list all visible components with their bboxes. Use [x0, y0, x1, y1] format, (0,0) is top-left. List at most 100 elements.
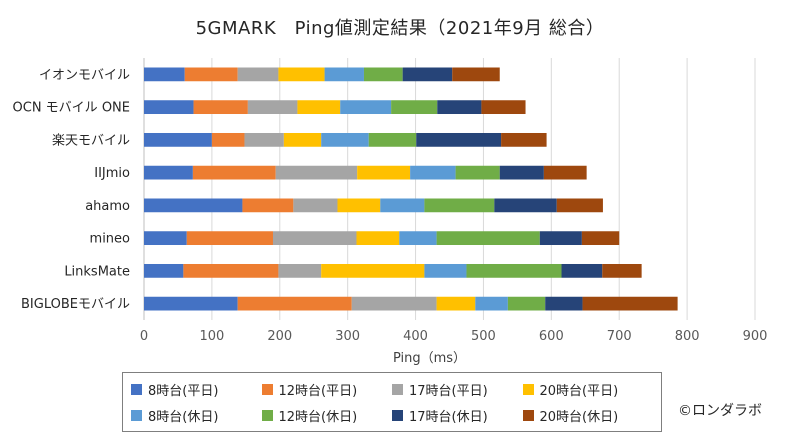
bar-segment	[475, 296, 508, 311]
bar-segment	[582, 296, 678, 311]
legend: 8時台(平日) 12時台(平日) 17時台(平日) 20時台(平日) 8時台(休日) 12…	[122, 372, 662, 432]
bar-segment	[144, 198, 243, 213]
legend-item: 17時台(休日)	[392, 402, 523, 428]
bar-segment	[391, 100, 438, 115]
bar-segment	[539, 231, 582, 246]
bar-segment	[186, 231, 273, 246]
category-label: ahamo	[85, 199, 130, 214]
bar-segment	[272, 231, 357, 246]
bar-segment	[363, 67, 403, 82]
category-label: OCN モバイル ONE	[13, 101, 130, 116]
bar-segment	[184, 67, 238, 82]
bar-segment	[416, 132, 502, 147]
bar-segment	[244, 132, 284, 147]
chart-svg: 0 100 200 300 400 500 600 700 800 900 Ping（ms） イオンモ…	[13, 58, 768, 366]
legend-label: 8時台(平日)	[148, 383, 219, 399]
x-tick-label: 400	[403, 329, 428, 344]
legend-swatch	[522, 409, 534, 421]
bar-segment	[144, 296, 238, 311]
bar-segment	[337, 198, 381, 213]
bar-segment	[399, 231, 437, 246]
bar-segment	[424, 198, 495, 213]
x-tick-label: 200	[267, 329, 292, 344]
bar-segment	[380, 198, 425, 213]
bar-segment	[324, 67, 364, 82]
bar-segment	[452, 67, 500, 82]
legend-label: 17時台(休日)	[409, 409, 488, 425]
bar-segment	[356, 231, 400, 246]
legend-item: 12時台(休日)	[261, 402, 393, 428]
bar-segment	[211, 132, 245, 147]
bar-segment	[144, 132, 212, 147]
legend-item: 12時台(平日)	[261, 376, 393, 402]
x-tick-label: 800	[675, 329, 700, 344]
bar-segment	[602, 263, 642, 278]
legend-swatch	[392, 383, 403, 395]
x-tick-label: 500	[471, 329, 496, 344]
category-label: LinksMate	[64, 264, 130, 279]
bar-segment	[192, 165, 276, 180]
bar-segment	[351, 296, 437, 311]
bar-segment	[144, 165, 193, 180]
category-label: 楽天モバイル	[52, 132, 130, 148]
bar-segment	[144, 100, 194, 115]
legend-swatch	[131, 409, 142, 421]
x-tick-label: 300	[335, 329, 360, 344]
legend-label: 8時台(休日)	[148, 409, 219, 425]
bar-segment	[297, 100, 341, 115]
bar-segment	[340, 100, 392, 115]
legend-item: 8時台(休日)	[131, 402, 262, 428]
category-label: mineo	[90, 232, 131, 247]
bar-segment	[368, 132, 417, 147]
category-label: BIGLOBEモバイル	[21, 297, 130, 312]
x-axis-label: Ping（ms）	[393, 351, 466, 366]
bar-segment	[293, 198, 338, 213]
legend-item: 8時台(平日)	[131, 376, 262, 402]
legend-label: 17時台(平日)	[409, 383, 488, 399]
legend-label: 20時台(休日)	[539, 409, 619, 425]
bar-segment	[402, 67, 453, 82]
bar-segment	[494, 198, 557, 213]
bar-segment	[481, 100, 526, 115]
bar-segment	[242, 198, 294, 213]
bar-segment	[278, 263, 322, 278]
bar-segment	[278, 67, 325, 82]
bar-segment	[237, 67, 279, 82]
x-tick-label: 100	[199, 329, 224, 344]
legend-item: 17時台(平日)	[392, 376, 523, 402]
bar-segment	[144, 263, 184, 278]
legend-item: 20時台(休日)	[522, 402, 654, 428]
legend-swatch	[261, 383, 273, 395]
bar-segment	[275, 165, 358, 180]
bar-segment	[561, 263, 603, 278]
x-tick-label: 600	[539, 329, 564, 344]
category-label: IIJmio	[94, 166, 130, 181]
bar-segment	[581, 231, 620, 246]
bar-segment	[424, 263, 467, 278]
bar-segment	[357, 165, 411, 180]
bar-segment	[455, 165, 500, 180]
bar-segment	[144, 67, 185, 82]
bar-segment	[321, 263, 425, 278]
bar-segment	[543, 165, 587, 180]
category-label: イオンモバイル	[39, 68, 130, 83]
x-tick-label: 900	[743, 329, 768, 344]
bar-segment	[501, 132, 547, 147]
bar-segment	[410, 165, 456, 180]
bar-segment	[321, 132, 369, 147]
legend-item: 20時台(平日)	[522, 376, 654, 402]
legend-swatch	[261, 409, 273, 421]
legend-swatch	[131, 383, 142, 395]
legend-swatch	[522, 383, 534, 395]
bar-segment	[183, 263, 279, 278]
bar-segment	[436, 296, 476, 311]
credit-text: ©ロンダラボ	[678, 403, 762, 419]
bar-segment	[193, 100, 248, 115]
bar-segment	[466, 263, 562, 278]
legend-label: 20時台(平日)	[539, 383, 619, 399]
bar-segment	[545, 296, 583, 311]
bar-segment	[247, 100, 298, 115]
bar-segment	[237, 296, 352, 311]
bar-segment	[144, 231, 187, 246]
